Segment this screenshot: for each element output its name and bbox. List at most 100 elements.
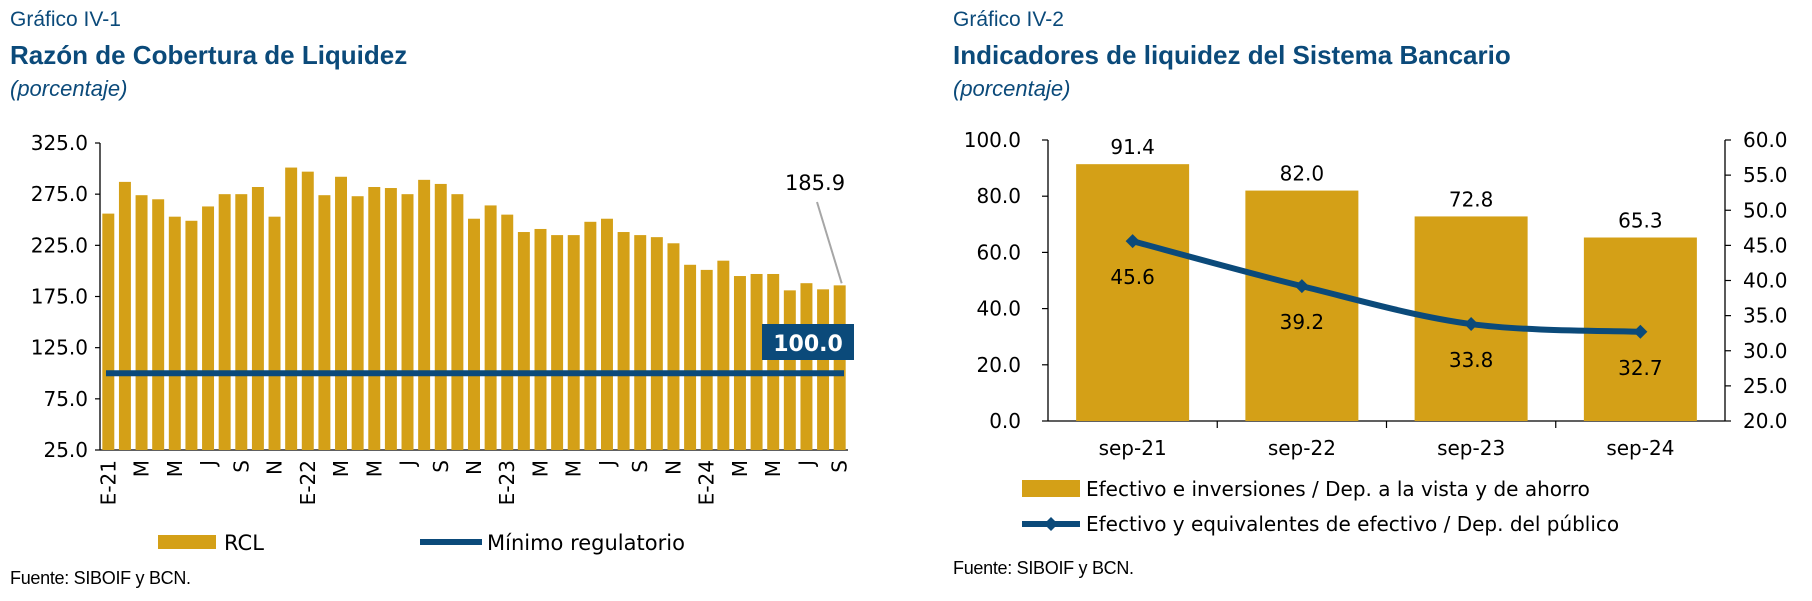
left-x-tick-label: N [263,460,287,475]
right-chart-title: Indicadores de liquidez del Sistema Banc… [953,40,1511,70]
left-bar-rcl [251,187,264,450]
left-bar-rcl [185,220,198,450]
left-bar-rcl [135,195,148,450]
right-legend-swatch-bars [1022,480,1080,497]
left-bar-rcl [717,260,730,450]
left-x-tick-label: M [528,460,552,477]
left-bar-rcl [335,176,348,450]
left-bar-rcl [268,216,281,450]
right-bar-efectivo-inversiones [1076,164,1190,421]
left-bar-rcl [750,273,763,450]
left-x-tick-label: M [562,460,586,477]
left-legend-label-rcl: RCL [224,531,264,555]
left-bar-rcl [202,206,215,450]
right-line-data-label: 45.6 [1110,265,1155,289]
left-bar-rcl [634,235,647,450]
right-bar-efectivo-inversiones [1245,190,1359,421]
left-bar-rcl [118,181,131,451]
left-bar-rcl [534,228,547,450]
left-bar-rcl [517,232,530,450]
left-chart-title: Razón de Cobertura de Liquidez [10,40,408,70]
left-x-tick-label: S [429,460,453,473]
left-annotation-box [762,324,854,360]
right-line-marker [1633,324,1648,339]
right-line-data-label: 33.8 [1449,348,1494,372]
right-bar-data-label: 82.0 [1280,162,1325,186]
left-bar-rcl [767,273,780,450]
right-chart-source: Fuente: SIBOIF y BCN. [953,558,1134,578]
left-y-tick-label: 275.0 [31,182,88,206]
right-y-tick-label: 20.0 [976,353,1021,377]
left-bar-rcl [783,290,796,450]
right-line-data-label: 39.2 [1280,310,1325,334]
right-line-efectivo-equivalentes [1129,238,1644,335]
left-bar-rcl [384,188,397,450]
right-chart-label: Gráfico IV-2 [953,8,1064,31]
right-x-tick-label: sep-22 [1268,436,1336,460]
right-y2-tick-label: 45.0 [1743,233,1788,257]
left-bar-rcl [418,179,431,450]
left-x-tick-label: N [462,460,486,475]
left-bar-rcl [168,216,181,450]
left-bar-rcl [650,237,663,450]
right-y2-tick-label: 20.0 [1743,409,1788,433]
right-y2-tick-label: 35.0 [1743,304,1788,328]
left-bar-rcl [584,221,597,450]
left-x-tick-label: E-24 [695,460,719,505]
left-legend-swatch-rcl [158,535,216,549]
left-x-tick-label: E-21 [96,460,120,505]
left-bar-rcl [833,285,846,450]
right-bar-data-label: 91.4 [1110,135,1155,159]
left-y-tick-label: 225.0 [31,233,88,257]
right-bar-data-label: 65.3 [1618,209,1663,233]
left-y-tick-label: 175.0 [31,285,88,309]
right-legend-label-line: Efectivo y equivalentes de efectivo / De… [1086,512,1619,536]
right-line-marker [1294,279,1309,294]
left-bar-rcl [667,243,680,450]
left-bar-rcl [401,194,414,450]
right-y2-tick-label: 40.0 [1743,269,1788,293]
left-x-tick-label: E-23 [495,460,519,505]
right-y2-tick-label: 50.0 [1743,198,1788,222]
left-x-tick-label: M [761,460,785,477]
left-bar-rcl [733,276,746,450]
right-line-marker [1125,234,1140,249]
left-bar-rcl [551,235,564,450]
left-y-tick-label: 75.0 [43,387,88,411]
right-y2-tick-label: 30.0 [1743,339,1788,363]
left-bar-rcl [218,194,231,450]
left-bar-rcl [468,218,480,450]
right-y2-tick-label: 25.0 [1743,374,1788,398]
left-x-tick-label: M [163,460,187,477]
left-bar-rcl [600,218,613,450]
left-legend-label-minimo: Mínimo regulatorio [487,531,685,555]
left-bar-rcl [501,214,514,450]
left-bar-rcl [318,195,331,450]
left-y-tick-label: 125.0 [31,336,88,360]
left-bar-rcl [700,269,713,450]
left-x-tick-label: N [661,460,685,475]
left-x-tick-label: M [728,460,752,477]
right-legend-label-bars: Efectivo e inversiones / Dep. a la vista… [1086,477,1590,501]
left-x-tick-label: M [362,460,386,477]
left-bar-rcl [484,205,497,450]
right-y-tick-label: 100.0 [964,128,1021,152]
left-bar-rcl [351,196,364,450]
left-x-tick-label: E-22 [296,460,320,505]
left-x-tick-label: S [229,460,253,473]
left-chart-unit: (porcentaje) [10,76,128,101]
left-bar-rcl [684,264,697,450]
left-bar-rcl [301,171,314,451]
left-y-tick-label: 25.0 [43,438,88,462]
left-x-tick-label: J [196,460,220,468]
right-y-tick-label: 80.0 [976,184,1021,208]
right-x-tick-label: sep-23 [1437,436,1505,460]
left-chart-source: Fuente: SIBOIF y BCN. [10,568,191,588]
left-bar-rcl [800,283,813,450]
left-annotation-leader [816,201,843,284]
right-y2-tick-label: 55.0 [1743,163,1788,187]
left-bar-rcl [567,235,580,450]
left-annotation-minimum-value: 100.0 [773,332,843,357]
left-bar-rcl [817,289,830,450]
